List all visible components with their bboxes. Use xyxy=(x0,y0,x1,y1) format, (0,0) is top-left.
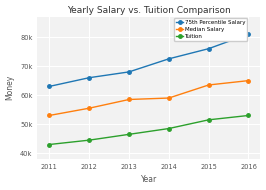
X-axis label: Year: Year xyxy=(141,175,157,184)
Y-axis label: Money: Money xyxy=(6,75,15,101)
Tuition xyxy=(207,119,210,121)
Median Salary xyxy=(247,79,250,82)
Median Salary xyxy=(207,84,210,86)
Line: Median Salary: Median Salary xyxy=(48,79,250,117)
Tuition xyxy=(48,143,51,146)
Median Salary xyxy=(88,107,91,109)
Line: Tuition: Tuition xyxy=(48,114,250,146)
Median Salary xyxy=(127,98,131,101)
Title: Yearly Salary vs. Tuition Comparison: Yearly Salary vs. Tuition Comparison xyxy=(67,6,231,15)
Line: 75th Percentile Salary: 75th Percentile Salary xyxy=(48,32,250,88)
75th Percentile Salary xyxy=(167,58,171,60)
75th Percentile Salary xyxy=(48,85,51,88)
Legend: 75th Percentile Salary, Median Salary, Tuition: 75th Percentile Salary, Median Salary, T… xyxy=(174,18,247,41)
Median Salary xyxy=(167,97,171,99)
Median Salary xyxy=(48,114,51,117)
75th Percentile Salary xyxy=(127,71,131,73)
75th Percentile Salary xyxy=(247,33,250,35)
Tuition xyxy=(127,133,131,135)
75th Percentile Salary xyxy=(88,77,91,79)
Tuition xyxy=(88,139,91,141)
Tuition xyxy=(167,127,171,130)
75th Percentile Salary xyxy=(207,48,210,50)
Tuition xyxy=(247,114,250,117)
